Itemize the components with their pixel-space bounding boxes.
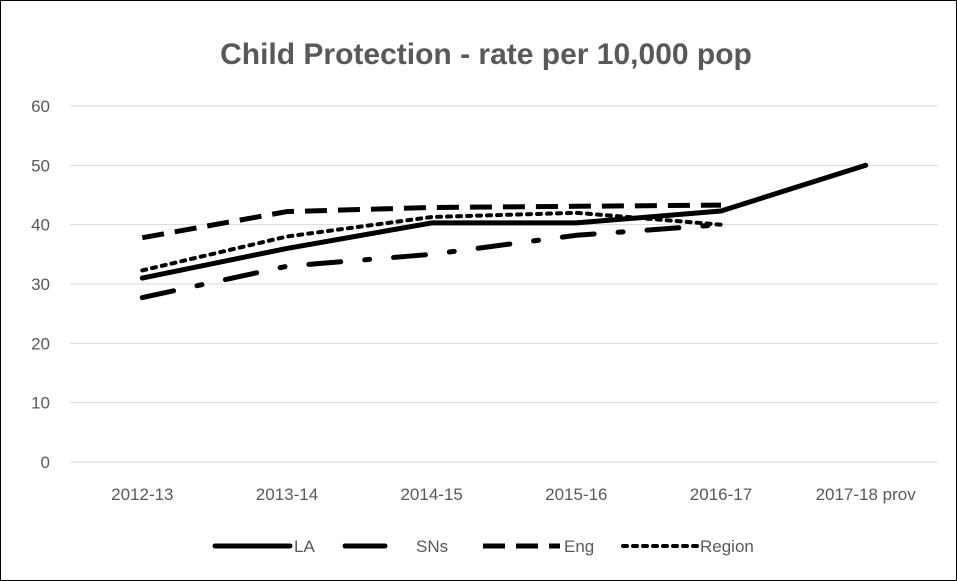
x-tick-label: 2017-18 prov (816, 485, 917, 504)
y-axis-ticks: 0 10 20 30 40 50 60 (31, 97, 50, 472)
y-tick-label: 50 (31, 156, 50, 175)
x-tick-label: 2013-14 (256, 485, 318, 504)
series-lines (139, 162, 869, 301)
x-axis-ticks: 2012-13 2013-14 2014-15 2015-16 2016-17 2017-… (111, 485, 916, 504)
legend-label-eng: Eng (564, 537, 594, 556)
series-line-sns (139, 222, 724, 301)
series-line-la (139, 162, 869, 281)
y-tick-label: 20 (31, 334, 50, 353)
series-line-region (140, 210, 723, 273)
legend: LA SNs Eng Region (212, 537, 754, 556)
x-tick-label: 2015-16 (545, 485, 607, 504)
legend-label-la: LA (294, 537, 315, 556)
legend-label-sns: SNs (416, 537, 448, 556)
y-tick-label: 0 (41, 453, 50, 472)
y-tick-label: 10 (31, 394, 50, 413)
x-tick-label: 2016-17 (690, 485, 752, 504)
legend-label-region: Region (700, 537, 754, 556)
x-tick-label: 2012-13 (111, 485, 173, 504)
y-tick-label: 30 (31, 275, 50, 294)
y-tick-label: 40 (31, 216, 50, 235)
y-tick-label: 60 (31, 97, 50, 116)
chart-title: Child Protection - rate per 10,000 pop (220, 38, 752, 71)
x-tick-label: 2014-15 (400, 485, 462, 504)
